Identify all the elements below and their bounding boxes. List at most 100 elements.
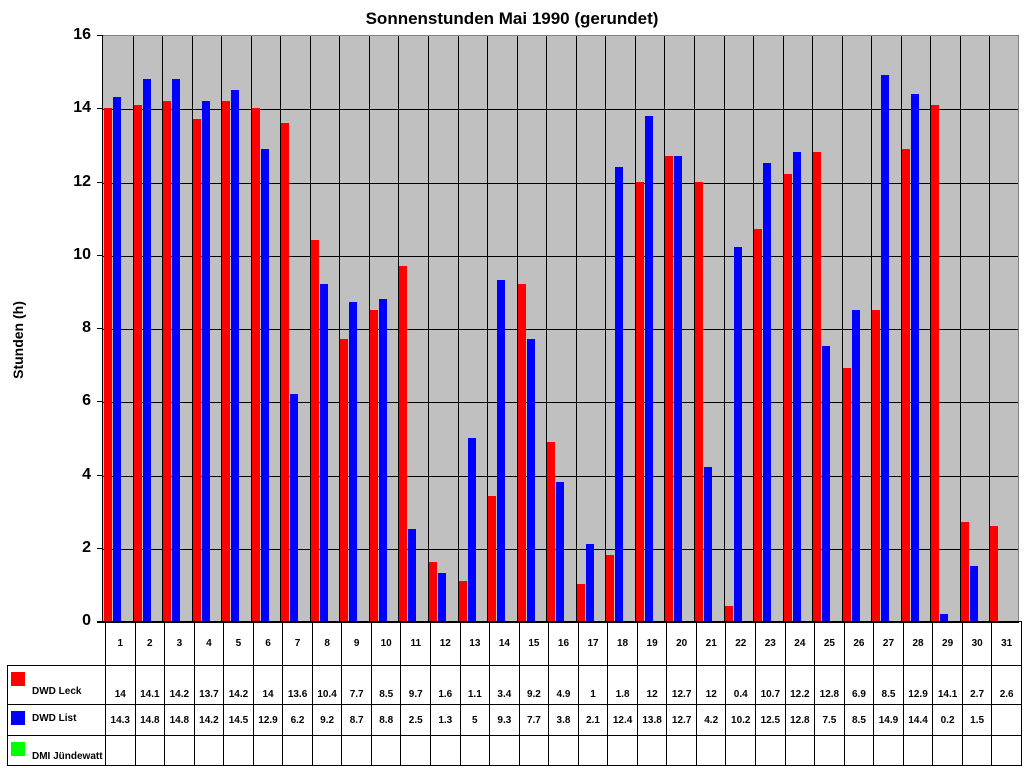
- table-cell: [843, 735, 875, 766]
- table-cell: 14: [252, 665, 284, 705]
- bar-dwd-leck-day-30: [960, 522, 969, 621]
- bar-dwd-leck-day-24: [783, 174, 792, 621]
- table-cell: [459, 735, 491, 766]
- bar-dwd-list-day-15: [526, 339, 535, 621]
- table-cell: [932, 735, 963, 766]
- legend-swatch: [11, 742, 25, 756]
- table-cell: 13.8: [636, 704, 668, 736]
- bar-dwd-leck-day-11: [399, 265, 408, 621]
- table-cell: 14.1: [134, 665, 166, 705]
- table-cell: 12.7: [666, 665, 697, 705]
- table-cell: [755, 735, 786, 766]
- table-cell: [695, 735, 727, 766]
- v-gridline: [634, 36, 636, 621]
- y-tick-label: 6: [82, 392, 91, 410]
- table-cell: 2.1: [577, 704, 609, 736]
- legend-label: DWD List: [32, 713, 77, 724]
- table-cell: 14.9: [873, 704, 904, 736]
- bar-dwd-list-day-4: [201, 100, 210, 621]
- bar-dwd-leck-day-3: [163, 100, 172, 621]
- table-cell: [784, 735, 816, 766]
- day-header: 31: [991, 621, 1022, 666]
- legend-swatch: [11, 672, 25, 686]
- v-gridline: [989, 36, 991, 621]
- bar-dwd-leck-day-19: [635, 181, 644, 621]
- day-header: 12: [430, 621, 461, 666]
- bar-dwd-list-day-11: [408, 529, 417, 621]
- legend-swatch: [11, 711, 25, 725]
- bar-dwd-list-day-10: [378, 298, 387, 621]
- day-header: 19: [636, 621, 668, 666]
- table-cell: 12.9: [902, 665, 934, 705]
- bar-dwd-list-day-6: [260, 148, 269, 621]
- bar-dwd-leck-day-6: [251, 108, 260, 621]
- bar-dwd-list-day-13: [467, 437, 476, 621]
- table-cell: [252, 735, 284, 766]
- v-gridline: [841, 36, 843, 621]
- table-cell: 8.5: [843, 704, 875, 736]
- bar-dwd-leck-day-23: [754, 229, 763, 621]
- bar-dwd-leck-day-15: [517, 284, 526, 621]
- bar-dwd-list-day-8: [319, 284, 328, 621]
- v-gridline: [930, 36, 932, 621]
- table-cell: 8.5: [370, 665, 402, 705]
- legend-entry: DWD List: [7, 704, 106, 736]
- table-cell: 14.4: [902, 704, 934, 736]
- day-header: 1: [105, 621, 136, 666]
- table-cell: 14.1: [932, 665, 963, 705]
- legend-label: DMI Jündewatt: [32, 751, 103, 762]
- bar-dwd-list-day-17: [585, 544, 594, 621]
- bar-dwd-list-day-28: [910, 93, 919, 621]
- bar-dwd-list-day-21: [703, 467, 712, 621]
- plot-area: [103, 35, 1019, 621]
- table-cell: [961, 735, 993, 766]
- table-cell: 13.7: [193, 665, 225, 705]
- table-cell: 14.8: [164, 704, 195, 736]
- v-gridline: [900, 36, 902, 621]
- bar-dwd-list-day-29: [940, 613, 949, 621]
- table-cell: 8.5: [873, 665, 904, 705]
- bar-dwd-list-day-12: [438, 573, 447, 621]
- table-cell: 1: [577, 665, 609, 705]
- y-tick-label: 0: [82, 612, 91, 629]
- day-header: 27: [873, 621, 904, 666]
- y-tick-mark: [97, 547, 103, 549]
- table-cell: [223, 735, 254, 766]
- bar-dwd-leck-day-29: [931, 104, 940, 621]
- bar-dwd-leck-day-20: [665, 155, 674, 621]
- table-cell: 3.8: [548, 704, 579, 736]
- day-header: 21: [695, 621, 727, 666]
- table-cell: 9.2: [518, 665, 550, 705]
- bar-dwd-leck-day-9: [340, 339, 349, 621]
- table-cell: [991, 735, 1022, 766]
- y-tick-mark: [97, 181, 103, 183]
- h-gridline: [103, 255, 1018, 257]
- v-gridline: [782, 36, 784, 621]
- legend-label: DWD Leck: [32, 686, 82, 697]
- bar-dwd-leck-day-12: [429, 562, 438, 621]
- day-header: 11: [400, 621, 432, 666]
- table-cell: 1.3: [430, 704, 461, 736]
- table-cell: 5: [459, 704, 491, 736]
- table-cell: 12.7: [666, 704, 697, 736]
- table-cell: [666, 735, 697, 766]
- bar-dwd-list-day-30: [969, 566, 978, 621]
- table-cell: 14: [105, 665, 136, 705]
- table-cell: 12.2: [784, 665, 816, 705]
- bar-dwd-list-day-2: [142, 78, 151, 621]
- table-cell: 14.3: [105, 704, 136, 736]
- table-cell: 12.8: [814, 665, 845, 705]
- y-tick-mark: [97, 401, 103, 403]
- table-cell: [193, 735, 225, 766]
- h-gridline: [103, 109, 1018, 111]
- table-cell: 0.2: [932, 704, 963, 736]
- bar-dwd-list-day-18: [615, 166, 624, 621]
- table-cell: [577, 735, 609, 766]
- table-cell: 7.5: [814, 704, 845, 736]
- table-cell: 12.5: [755, 704, 786, 736]
- y-tick-mark: [97, 621, 103, 622]
- v-gridline: [812, 36, 814, 621]
- table-cell: [105, 735, 136, 766]
- day-header: 8: [311, 621, 343, 666]
- y-tick-label: 2: [82, 538, 91, 556]
